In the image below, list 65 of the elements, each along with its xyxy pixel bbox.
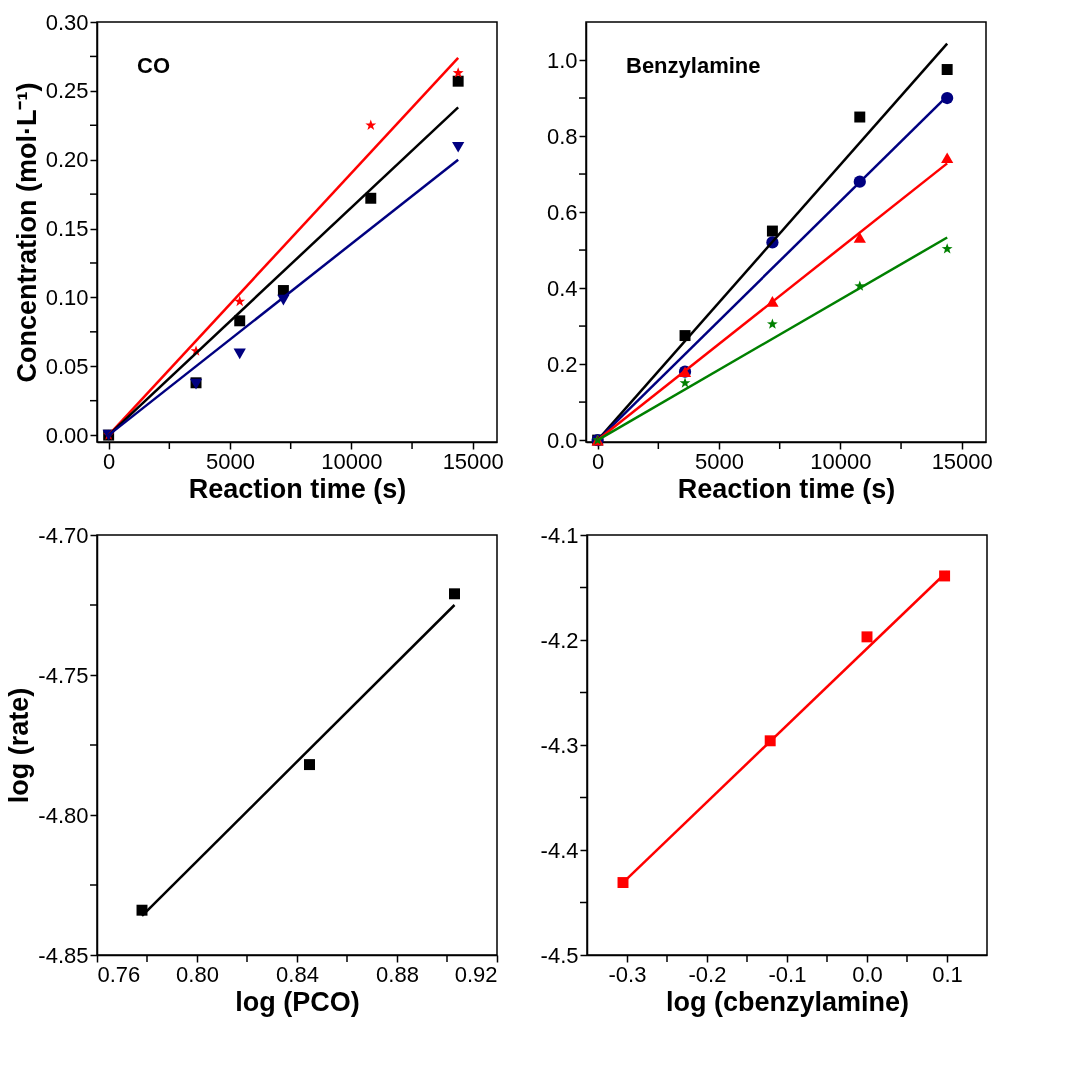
x-axis-title: Reaction time (s) bbox=[188, 473, 407, 504]
x-tick-label: -0.3 bbox=[608, 961, 647, 987]
y-tick-label: 0.30 bbox=[45, 9, 89, 35]
x-tick-label: 0.76 bbox=[97, 961, 141, 987]
x-tick-label: 0.1 bbox=[932, 961, 963, 987]
x-tick-label: 0.80 bbox=[176, 961, 219, 987]
point bbox=[679, 377, 691, 388]
y-tick-label: -4.1 bbox=[540, 522, 579, 548]
x-tick-label: -0.1 bbox=[768, 961, 807, 987]
y-tick-label: 0.10 bbox=[45, 284, 89, 310]
point bbox=[941, 243, 953, 254]
y-tick-label: -4.75 bbox=[38, 662, 89, 688]
x-tick-label: -0.2 bbox=[688, 961, 727, 987]
y-tick-label: 0.8 bbox=[546, 123, 578, 149]
point bbox=[941, 64, 953, 75]
point bbox=[853, 232, 866, 243]
y-tick-label: 0.6 bbox=[546, 199, 578, 225]
y-tick-label: -4.5 bbox=[540, 942, 579, 968]
x-tick-label: 0.88 bbox=[376, 961, 419, 987]
y-tick-label: -4.70 bbox=[38, 522, 89, 548]
y-tick-label: 0.15 bbox=[45, 216, 89, 242]
y-tick-label: -4.2 bbox=[540, 627, 579, 653]
y-axis-title: log (rate) bbox=[4, 687, 35, 804]
x-tick-label: 15000 bbox=[931, 448, 993, 474]
point bbox=[766, 225, 778, 237]
y-tick-label: 0.0 bbox=[546, 427, 578, 453]
y-tick-label: -4.3 bbox=[540, 732, 579, 758]
y-tick-label: 0.05 bbox=[45, 353, 89, 379]
x-tick-label: 0.0 bbox=[852, 961, 883, 987]
x-tick-label: 0.84 bbox=[276, 961, 319, 987]
x-tick-label: 15000 bbox=[442, 448, 504, 474]
x-tick-label: 0 bbox=[103, 448, 116, 474]
point bbox=[234, 295, 246, 307]
x-tick-label: 10000 bbox=[810, 448, 872, 474]
point bbox=[234, 315, 246, 327]
y-tick-label: -4.80 bbox=[38, 802, 89, 828]
x-axis-title: log (cbenzylamine) bbox=[665, 986, 910, 1017]
x-axis-title: log (PCO) bbox=[235, 986, 360, 1017]
x-tick-label: 0 bbox=[592, 448, 605, 474]
annotation: CO bbox=[137, 53, 170, 79]
y-tick-label: -4.85 bbox=[38, 942, 89, 968]
x-axis-title: Reaction time (s) bbox=[677, 473, 896, 504]
annotation: Benzylamine bbox=[626, 53, 761, 79]
point bbox=[452, 142, 465, 153]
point bbox=[365, 192, 377, 204]
point bbox=[452, 67, 464, 78]
y-axis-title: Concentration (mol·L⁻¹) bbox=[11, 82, 42, 383]
y-tick-label: 0.00 bbox=[45, 422, 89, 448]
y-tick-label: 0.20 bbox=[45, 147, 89, 173]
point bbox=[365, 119, 377, 130]
point bbox=[233, 348, 246, 360]
x-tick-label: 10000 bbox=[321, 448, 383, 474]
point bbox=[766, 318, 778, 329]
point bbox=[854, 111, 866, 123]
point bbox=[452, 75, 464, 87]
x-tick-label: 5000 bbox=[206, 448, 255, 474]
point bbox=[941, 152, 954, 163]
y-tick-label: -4.4 bbox=[540, 837, 579, 863]
point bbox=[861, 631, 873, 643]
y-tick-label: 0.25 bbox=[45, 78, 89, 104]
x-tick-label: 0.92 bbox=[454, 961, 498, 987]
y-tick-label: 0.4 bbox=[546, 275, 578, 301]
y-tick-label: 0.2 bbox=[546, 351, 578, 377]
x-tick-label: 5000 bbox=[695, 448, 744, 474]
y-tick-label: 1.0 bbox=[546, 47, 578, 73]
